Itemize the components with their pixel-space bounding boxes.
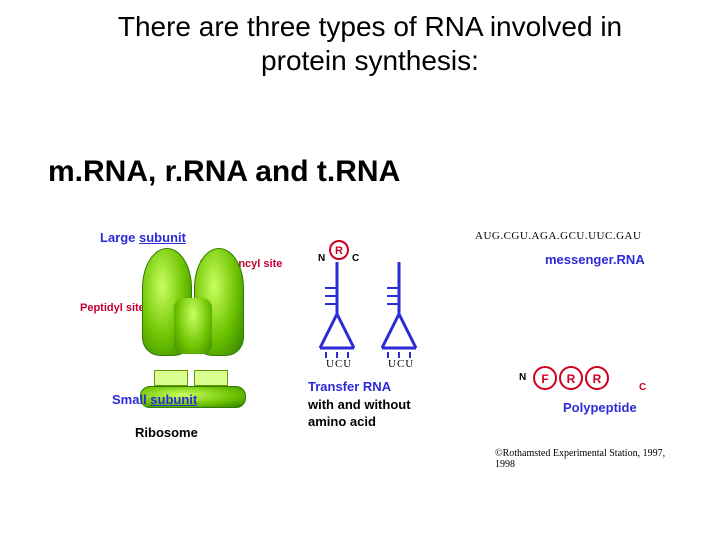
trna-with-aa: N R C (312, 248, 362, 358)
trna-c-terminus: C (352, 253, 359, 264)
trna-anticodon-1: UCU (326, 358, 352, 370)
peptidyl-site-box (154, 370, 188, 386)
copyright-text: ©Rothamsted Experimental Station, 1997, … (495, 448, 670, 470)
trna-caption-line3: amino acid (308, 414, 376, 429)
rna-figure: Large subunit Aminoancyl site Peptidyl s… (80, 230, 670, 470)
polypeptide-residues: F R R (533, 366, 609, 390)
mrna-caption: messenger.RNA (545, 252, 645, 267)
polypeptide-caption: Polypeptide (563, 400, 637, 415)
polypeptide-chain: N F R R C (515, 360, 675, 400)
ribosome-caption: Ribosome (135, 425, 198, 440)
large-subunit-shape (138, 248, 248, 368)
slide-title: There are three types of RNA involved in… (90, 10, 650, 77)
small-subunit-prefix: Small (112, 392, 150, 407)
trna-panel: N R C UCU UCU Tran (298, 230, 478, 470)
trna-caption: Transfer RNA with and without amino acid (308, 378, 411, 431)
large-subunit-label: Large subunit (100, 230, 186, 245)
large-subunit-underlined: subunit (139, 230, 186, 245)
slide-subtitle: m.RNA, r.RNA and t.RNA (48, 155, 400, 189)
trna-caption-line1: Transfer RNA (308, 379, 391, 394)
trna-n-terminus: N (318, 253, 325, 264)
trna-amino-acid-icon: R (329, 240, 349, 260)
amino-acid-residue: F (533, 366, 557, 390)
trna-shape-icon (374, 248, 424, 358)
small-subunit-label: Small subunit (112, 392, 197, 407)
ribosome-panel: Large subunit Aminoancyl site Peptidyl s… (80, 230, 295, 470)
polypeptide-n-terminus: N (519, 372, 526, 383)
amino-acid-residue: R (559, 366, 583, 390)
mrna-panel: AUG.CGU.AGA.GCU.UUC.GAU messenger.RNA N … (475, 230, 670, 470)
amino-acid-residue: R (585, 366, 609, 390)
trna-shape-icon (312, 248, 362, 358)
peptidyl-site-label: Peptidyl site (80, 302, 145, 314)
trna-caption-line2: with and without (308, 397, 411, 412)
large-subunit-prefix: Large (100, 230, 139, 245)
mrna-codon-sequence: AUG.CGU.AGA.GCU.UUC.GAU (475, 230, 641, 242)
trna-anticodon-2: UCU (388, 358, 414, 370)
large-subunit-bridge (174, 298, 212, 354)
small-subunit-underlined: subunit (150, 392, 197, 407)
trna-without-aa (374, 248, 424, 358)
aminoacyl-site-box (194, 370, 228, 386)
polypeptide-c-terminus: C (639, 382, 646, 393)
